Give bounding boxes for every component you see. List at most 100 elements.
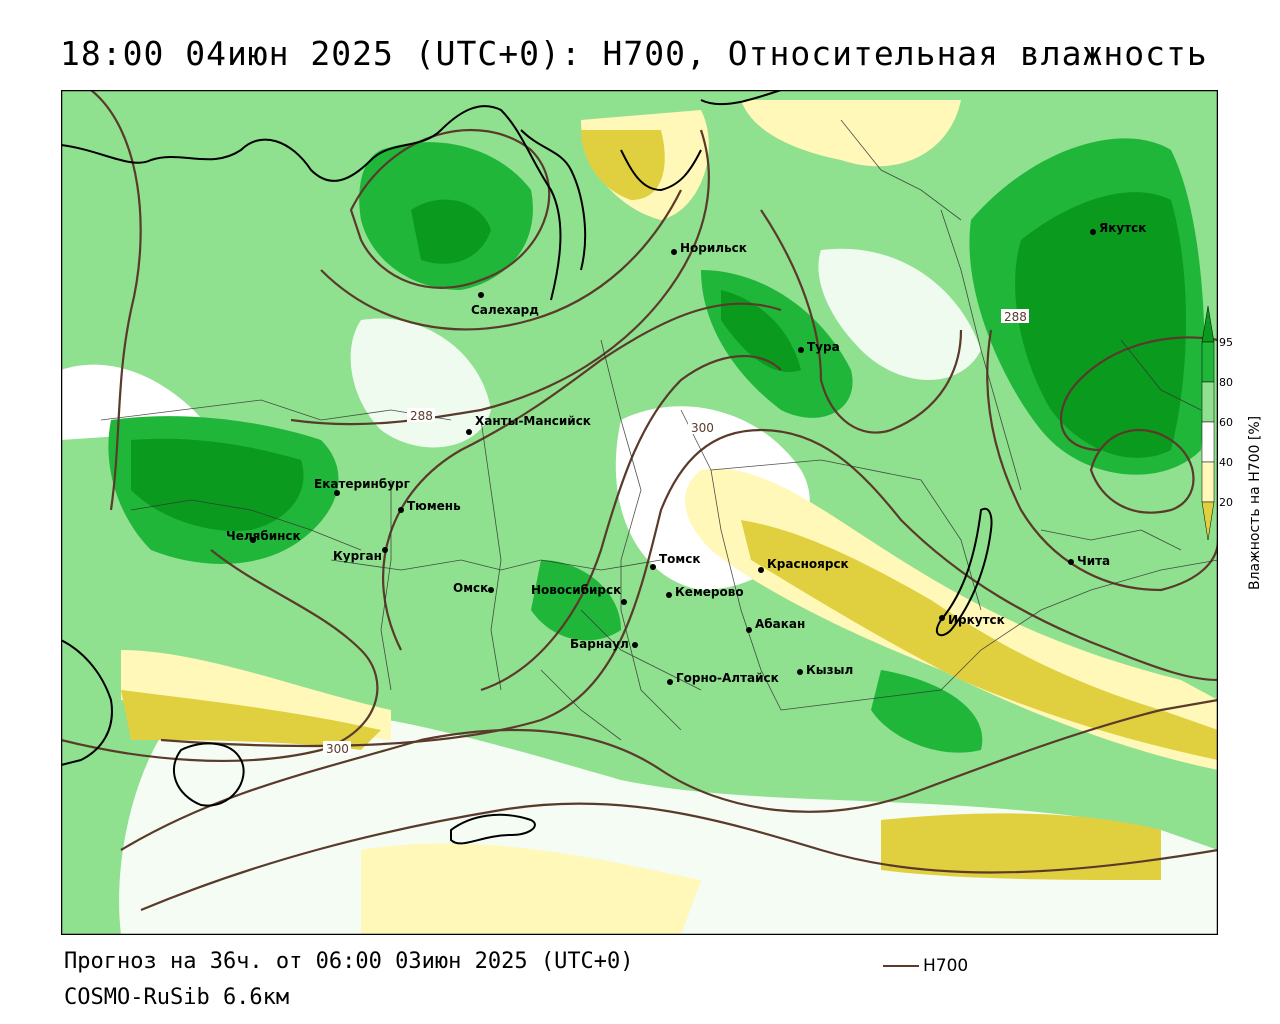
- svg-text:Тура: Тура: [807, 340, 840, 354]
- arctic-coast: [61, 105, 562, 301]
- svg-text:Салехард: Салехард: [471, 303, 539, 317]
- humidity-area-below-20: [881, 813, 1161, 880]
- arctic-coast: [620, 149, 702, 192]
- contour-label: 288: [1004, 310, 1027, 324]
- forecast-info: Прогноз на 36ч. от 06:00 03июн 2025 (UTC…: [64, 949, 634, 974]
- colorbar-band-80-95: [1201, 341, 1215, 383]
- city-norilsk: Норильск: [671, 241, 747, 255]
- city-barnaul: Барнаул: [570, 637, 638, 651]
- humidity-colorbar: 95 80 60 40 20 Влажность на H700 [%]: [1201, 305, 1263, 590]
- map-frame: [61, 90, 1218, 935]
- city-kyzyl: Кызыл: [797, 663, 853, 677]
- svg-text:Новосибирск: Новосибирск: [531, 583, 621, 597]
- colorbar-tick: 80: [1219, 376, 1233, 389]
- city-novosibirsk: Новосибирск: [531, 583, 627, 605]
- city-yakutsk: Якутск: [1090, 221, 1146, 235]
- city-khanty-mansiysk: Ханты-Мансийск: [466, 414, 591, 435]
- region-borders: [100, 119, 1218, 741]
- coastlines: [61, 90, 993, 845]
- city-salekhard: Салехард: [471, 292, 539, 317]
- h700-contour: [480, 354, 782, 692]
- h700-contour: [120, 698, 1218, 851]
- h700-contour: [290, 129, 710, 426]
- svg-text:Омск: Омск: [453, 581, 488, 595]
- svg-text:Екатеринбург: Екатеринбург: [314, 477, 410, 491]
- map-title: 18:00 04июн 2025 (UTC+0): H700, Относите…: [60, 34, 1208, 73]
- humidity-area-above-95: [1015, 192, 1186, 458]
- city-tomsk: Томск: [650, 552, 701, 570]
- svg-text:Горно-Алтайск: Горно-Алтайск: [676, 671, 779, 685]
- arctic-coast: [520, 129, 587, 271]
- svg-text:Челябинск: Челябинск: [226, 529, 301, 543]
- colorbar-cap-bottom: [1201, 501, 1215, 541]
- h700-contour: [986, 329, 1218, 592]
- baikal-lake: [935, 507, 993, 637]
- colorbar-cap-top: [1201, 305, 1215, 343]
- svg-text:Ханты-Мансийск: Ханты-Мансийск: [475, 414, 591, 428]
- city-krasnoyarsk: Красноярск: [758, 557, 849, 573]
- svg-text:Якутск: Якутск: [1099, 221, 1146, 235]
- svg-text:Абакан: Абакан: [755, 617, 805, 631]
- h700-contour: [1089, 428, 1195, 514]
- h700-legend: H700: [883, 956, 1280, 980]
- city-kemerovo: Кемерово: [666, 585, 744, 599]
- humidity-area-40-60: [350, 318, 491, 448]
- h700-contour: [320, 189, 682, 331]
- svg-text:Барнаул: Барнаул: [570, 637, 629, 651]
- h700-contours: [61, 90, 1218, 912]
- humidity-area-20-40: [361, 843, 701, 935]
- humidity-area-above-95: [411, 199, 491, 264]
- humidity-area-above-95: [131, 438, 304, 531]
- city-abakan: Абакан: [746, 617, 805, 633]
- city-kurgan: Курган: [333, 547, 388, 563]
- humidity-area-below-20: [581, 130, 665, 200]
- colorbar-tick: 95: [1219, 336, 1233, 349]
- city-chelyabinsk: Челябинск: [226, 529, 301, 543]
- contour-labels: 288 288 300 300: [323, 309, 1029, 756]
- humidity-area-20-40: [121, 650, 391, 740]
- contour-label: 288: [410, 409, 433, 423]
- h700-legend-swatch: [883, 965, 919, 967]
- city-tyumen: Тюмень: [398, 499, 461, 513]
- svg-text:Томск: Томск: [659, 552, 701, 566]
- model-info: COSMO-RuSib 6.6км: [64, 985, 290, 1010]
- svg-text:Курган: Курган: [333, 549, 382, 563]
- humidity-area-above-95: [721, 290, 801, 372]
- colorbar-band-20-40: [1201, 461, 1215, 503]
- colorbar-title: Влажность на H700 [%]: [1247, 416, 1263, 590]
- svg-text:Кемерово: Кемерово: [675, 585, 744, 599]
- h700-contour: [61, 549, 379, 762]
- city-gorno-altaysk: Горно-Алтайск: [667, 671, 779, 685]
- h700-contour: [381, 302, 782, 651]
- colorbar-band-60-80: [1201, 381, 1215, 423]
- coast-islands: [700, 90, 782, 106]
- contour-label: 300: [691, 421, 714, 435]
- aral-sea: [172, 742, 245, 807]
- city-irkutsk: Иркутск: [939, 613, 1005, 627]
- humidity-field: [61, 90, 1218, 935]
- h700-contour: [90, 90, 142, 511]
- h700-contour: [140, 802, 1218, 912]
- humidity-area-40-60: [818, 248, 981, 380]
- h700-contour: [760, 209, 963, 434]
- balkhash-lake: [450, 813, 536, 845]
- h700-contour: [160, 428, 1218, 748]
- svg-text:Иркутск: Иркутск: [948, 613, 1005, 627]
- humidity-area-80-95: [531, 560, 621, 641]
- svg-text:Тюмень: Тюмень: [407, 499, 461, 513]
- city-ekaterinburg: Екатеринбург: [314, 477, 410, 496]
- city-omsk: Омск: [453, 581, 494, 595]
- humidity-area-80-95: [871, 670, 983, 753]
- city-markers: Якутск Норильск Салехард Тура Ханты-Манс…: [226, 221, 1146, 685]
- colorbar-tick: 40: [1219, 456, 1233, 469]
- h700-contour: [1059, 336, 1218, 452]
- city-chita: Чита: [1068, 554, 1110, 568]
- humidity-area-below-20: [741, 520, 1218, 760]
- weather-map: 288 288 300 300 Якутск Норильск Салехард…: [61, 90, 1218, 935]
- svg-text:Норильск: Норильск: [680, 241, 747, 255]
- contour-label: 300: [326, 742, 349, 756]
- svg-text:Кызыл: Кызыл: [806, 663, 853, 677]
- svg-text:Чита: Чита: [1077, 554, 1110, 568]
- city-tura: Тура: [798, 340, 840, 354]
- colorbar-tick: 20: [1219, 496, 1233, 509]
